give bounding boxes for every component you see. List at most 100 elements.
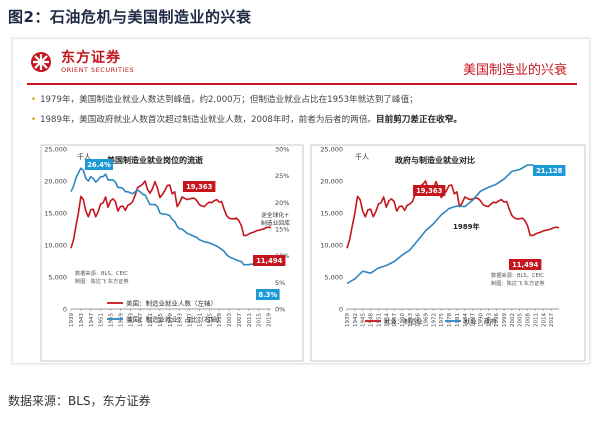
x-tick-label: 1971 [148, 313, 154, 327]
x-tick-label: 1967 [138, 313, 144, 327]
logo-cn: 东方证券 [61, 50, 121, 66]
y-tick-label: 20,000 [44, 178, 67, 186]
y2-tick-label: 0% [275, 306, 285, 314]
x-tick-label: 1960 [400, 313, 406, 327]
chart-manufacturing-jobs: 美国制造业就业岗位的流逝 千人 0 5,000 10,000 15,000 20,000 25… [40, 144, 304, 362]
x-tick-label: 1975 [158, 313, 164, 327]
x-tick-label: 2005 [518, 313, 524, 327]
x-tick-label: 1987 [188, 313, 194, 327]
y-tick-label: 15,000 [44, 210, 67, 218]
x-tick-label: 1951 [376, 313, 382, 327]
data-label: 11,494 [512, 261, 538, 269]
y2-tick-label: 20% [275, 199, 289, 207]
x-tick-label: 1943 [79, 313, 85, 327]
x-tick-label: 1947 [89, 313, 95, 327]
x-tick-label: 1945 [361, 313, 367, 327]
data-label-box [533, 165, 566, 176]
x-tick-label: 1984 [463, 313, 469, 327]
bullet-dot-icon: • [31, 115, 37, 125]
x-tick-label: 1963 [408, 313, 414, 327]
data-label: 21,128 [536, 167, 562, 175]
data-label-box [253, 255, 286, 266]
bullet-text: 1989年，美国政府就业人数首次超过制造业就业人数，2008年时，前者为后者的两… [40, 115, 377, 125]
unit-label: 千人 [77, 152, 91, 161]
x-tick-label: 1987 [471, 313, 477, 327]
y-tick-label: 0 [339, 306, 343, 314]
chart-title: 政府与制造业就业对比 [395, 155, 475, 165]
x-tick-label: 2017 [549, 313, 555, 327]
chart-government-vs-manufacturing: 政府与制造业就业对比 千人 0 5,000 10,000 15,000 20,000 25,0… [310, 144, 586, 362]
chart-note: 数据来源：BLS，CEIC [491, 271, 544, 279]
x-tick-label: 2019 [267, 313, 273, 327]
legend-label: 就业：制造业 [384, 317, 424, 326]
x-tick-label: 2003 [227, 313, 233, 327]
bullet-list: • 1979年，美国制造业就业人数达到峰值，约2,000万；但制造业就业占比在19… [31, 93, 581, 133]
x-tick-label: 1963 [128, 313, 134, 327]
x-tick-label: 1951 [99, 313, 105, 327]
x-tick-label: 1983 [178, 313, 184, 327]
x-tick-label: 2008 [526, 313, 532, 327]
bullet-text: 1979年，美国制造业就业人数达到峰值，约2,000万；但制造业就业占比在195… [40, 95, 418, 105]
data-label-box [509, 259, 542, 270]
bullet-dot-icon: • [31, 95, 37, 105]
bullet-emphasis: 目前剪刀差正在收窄。 [376, 115, 462, 125]
y-tick-label: 5,000 [324, 274, 343, 282]
bullet-item: • 1989年，美国政府就业人数首次超过制造业就业人数，2008年时，前者为后者的… [31, 113, 581, 125]
x-tick-label: 1948 [369, 313, 375, 327]
x-tick-label: 2014 [541, 313, 547, 327]
x-tick-label: 1957 [392, 313, 398, 327]
data-label-box [85, 159, 113, 170]
chart-title: 美国制造业就业岗位的流逝 [107, 155, 203, 165]
x-tick-label: 1972 [431, 313, 437, 327]
x-tick-label: 1999 [502, 313, 508, 327]
x-tick-label: 1954 [384, 313, 390, 327]
data-label: 19,363 [186, 183, 212, 191]
divider [27, 83, 577, 85]
x-tick-label: 2007 [237, 313, 243, 327]
x-tick-label: 1981 [455, 313, 461, 327]
slide: 东方证券 ORIENT SECURITIES 美国制造业的兴衰 • 1979年，美… [12, 38, 590, 364]
logo: 东方证券 ORIENT SECURITIES [27, 51, 134, 74]
data-label-box [413, 185, 446, 196]
series-line-1 [346, 180, 560, 249]
data-label: 19,363 [416, 187, 442, 195]
x-tick-label: 1942 [353, 313, 359, 327]
data-label: 8.3% [258, 291, 277, 299]
legend-label: 美国：制造业就业：占比（右轴） [126, 315, 224, 324]
chart-annotation: 制造业回库 [261, 219, 290, 227]
bullet-item: • 1979年，美国制造业就业人数达到峰值，约2,000万；但制造业就业占比在19… [31, 93, 581, 105]
y-tick-label: 25,000 [320, 146, 343, 154]
x-tick-label: 2011 [247, 313, 253, 327]
legend-label: 美国：制造业就业人数（左轴） [126, 299, 217, 308]
unit-label: 千人 [355, 152, 369, 161]
data-label: 11,494 [256, 257, 282, 265]
x-tick-label: 1939 [345, 313, 351, 327]
source-note: 数据来源：BLS，东方证券 [8, 394, 151, 408]
x-tick-label: 2015 [257, 313, 263, 327]
chart-note: 制图：陈达飞 东方证券 [75, 277, 129, 285]
y-tick-label: 20,000 [320, 178, 343, 186]
slide-title: 美国制造业的兴衰 [462, 63, 567, 78]
series-line-2 [70, 167, 271, 266]
chart-note: 数据来源：BLS，CEIC [75, 269, 128, 277]
y-tick-label: 15,000 [320, 210, 343, 218]
figure-title: 图2：石油危机与美国制造业的兴衰 [8, 8, 252, 26]
x-tick-label: 1991 [197, 313, 203, 327]
y2-tick-label: 25% [275, 172, 289, 180]
y2-tick-label: 15% [275, 226, 289, 234]
y-tick-label: 10,000 [44, 242, 67, 250]
data-label-box [183, 181, 216, 192]
x-tick-label: 1966 [416, 313, 422, 327]
x-tick-label: 2011 [533, 313, 539, 327]
x-tick-label: 1999 [217, 313, 223, 327]
x-tick-label: 1996 [494, 313, 500, 327]
x-tick-label: 1995 [207, 313, 213, 327]
y-tick-label: 5,000 [48, 274, 67, 282]
x-tick-label: 1939 [69, 313, 75, 327]
legend-label: 就业：政府 [464, 317, 497, 326]
x-tick-label: 1969 [424, 313, 430, 327]
y-tick-label: 0 [63, 306, 67, 314]
series-line-1 [70, 180, 272, 249]
chart-frame [40, 144, 304, 362]
x-tick-label: 2002 [510, 313, 516, 327]
